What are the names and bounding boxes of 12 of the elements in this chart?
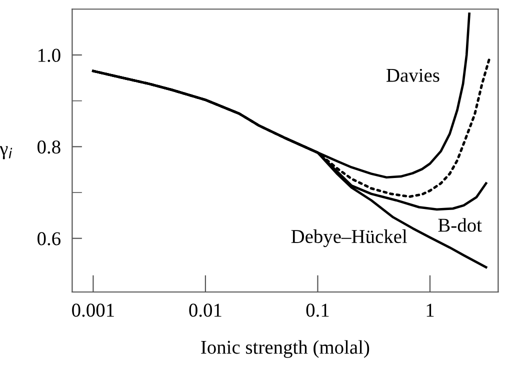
x-tick-label: 0.001 [72, 304, 114, 317]
series-label: Debye–Hückel [291, 229, 407, 248]
x-tick-label: 1 [426, 304, 434, 317]
x-tick-label: 0.1 [306, 304, 329, 317]
y-axis-title: γ$_{i}$ [0, 146, 12, 160]
y-tick-label: 0.8 [38, 140, 60, 154]
x-tick-label: 0.01 [189, 304, 222, 317]
series-label: Davies [386, 68, 440, 82]
y-tick-label: 0.6 [38, 232, 60, 246]
y-tick-label: 1.0 [38, 48, 60, 62]
x-axis-title: Ionic strength (molal) [201, 340, 370, 358]
series-label: B-dot [438, 218, 482, 232]
